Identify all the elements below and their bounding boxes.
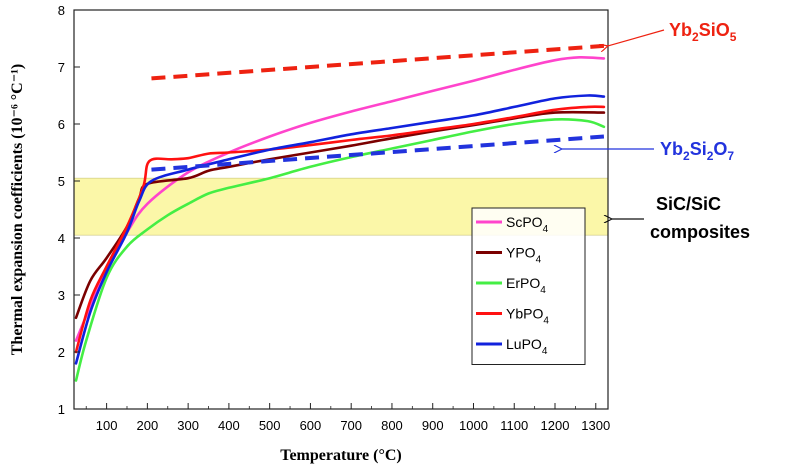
band-label-line1: SiC/SiC (656, 194, 721, 214)
y-tick-label-6: 6 (58, 117, 65, 132)
y-tick-label-4: 4 (58, 231, 65, 246)
legend-box (471, 207, 586, 365)
x-tick-label-900: 900 (422, 418, 444, 433)
y-tick-label-8: 8 (58, 3, 65, 18)
x-axis-label: Temperature (°C) (280, 447, 401, 464)
axes: 100 200 300 400 500 600 700 800 900 1000 1100 1200 1… (58, 3, 610, 433)
legend-label-ScPO4: ScPO4 (506, 214, 549, 235)
legend-label-YPO4: YPO4 (506, 245, 542, 266)
series-line-ErPO4 (74, 118, 606, 382)
legend-label-YbPO4: YbPO4 (506, 306, 549, 327)
x-tick-label-800: 800 (381, 418, 403, 433)
plot-lines (74, 43, 606, 382)
x-tick-label-600: 600 (300, 418, 322, 433)
y-tick-label-5: 5 (58, 174, 65, 189)
legend-label-LuPO4: LuPO4 (506, 336, 548, 357)
legend: ScPO4 YPO4 ErPO4 YbPO4 LuPO4 (471, 207, 586, 365)
x-tick-label-400: 400 (218, 418, 240, 433)
annotation-yb2si2o7: Yb2Si2O7 (660, 139, 734, 163)
legend-label-ErPO4: ErPO4 (506, 275, 546, 296)
y-axis-label: Thermal expansion coefficients (10⁻⁶ °C⁻… (9, 64, 26, 356)
x-tick-label-100: 100 (96, 418, 118, 433)
x-tick-label-300: 300 (177, 418, 199, 433)
y-tick-label-7: 7 (58, 60, 65, 75)
x-tick-label-1200: 1200 (541, 418, 570, 433)
reference-line-Yb2Si2O7 (151, 134, 605, 172)
series-line-LuPO4 (74, 94, 606, 365)
y-tick-label-1: 1 (58, 402, 65, 417)
x-tick-label-1000: 1000 (459, 418, 488, 433)
plot-frame (73, 9, 609, 410)
x-tick-label-1100: 1100 (500, 418, 528, 433)
y-tick-label-3: 3 (58, 288, 65, 303)
annotation-yb2sio5: Yb2SiO5 (669, 20, 737, 44)
y-tick-label-2: 2 (58, 345, 65, 360)
reference-line-Yb2SiO5 (151, 43, 605, 81)
annotations: Yb2SiO5 Yb2Si2O7 SiC/SiC composites (562, 20, 750, 242)
annotation-arrow-yb2sio5 (608, 29, 665, 46)
x-tick-label-500: 500 (259, 418, 281, 433)
series-line-YbPO4 (74, 105, 606, 354)
x-tick-label-700: 700 (340, 418, 362, 433)
x-tick-label-200: 200 (137, 418, 159, 433)
band-label-line2: composites (650, 222, 750, 242)
x-tick-label-1300: 1300 (581, 418, 610, 433)
